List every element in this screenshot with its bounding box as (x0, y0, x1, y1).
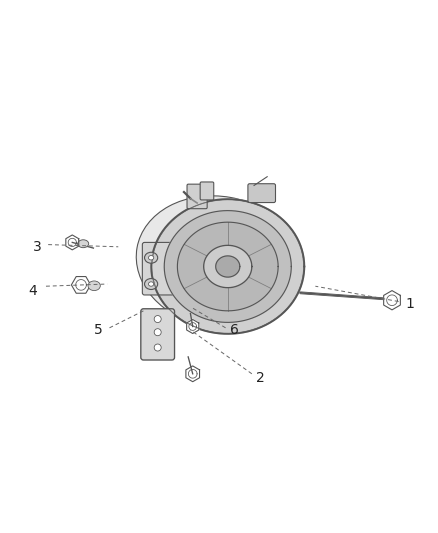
Polygon shape (204, 245, 252, 288)
Ellipse shape (148, 282, 154, 286)
FancyBboxPatch shape (187, 184, 207, 209)
Text: 5: 5 (94, 323, 103, 337)
Polygon shape (384, 290, 400, 310)
Circle shape (154, 344, 161, 351)
Polygon shape (177, 222, 278, 311)
Polygon shape (216, 256, 240, 277)
Ellipse shape (145, 279, 158, 289)
FancyBboxPatch shape (200, 182, 214, 200)
Text: 3: 3 (33, 240, 42, 254)
Text: 4: 4 (28, 284, 37, 297)
Polygon shape (66, 235, 79, 250)
Ellipse shape (145, 252, 158, 263)
Ellipse shape (78, 240, 88, 248)
Text: 1: 1 (405, 297, 414, 311)
Text: 2: 2 (256, 371, 265, 385)
FancyBboxPatch shape (142, 243, 186, 295)
Ellipse shape (148, 255, 154, 260)
Polygon shape (186, 366, 200, 382)
Circle shape (154, 329, 161, 336)
Ellipse shape (88, 281, 100, 290)
Text: 6: 6 (230, 323, 239, 337)
FancyBboxPatch shape (248, 184, 276, 203)
FancyBboxPatch shape (141, 309, 174, 360)
Ellipse shape (136, 196, 302, 328)
Circle shape (154, 316, 161, 322)
Polygon shape (187, 319, 199, 334)
Polygon shape (164, 211, 291, 322)
Polygon shape (151, 199, 304, 334)
